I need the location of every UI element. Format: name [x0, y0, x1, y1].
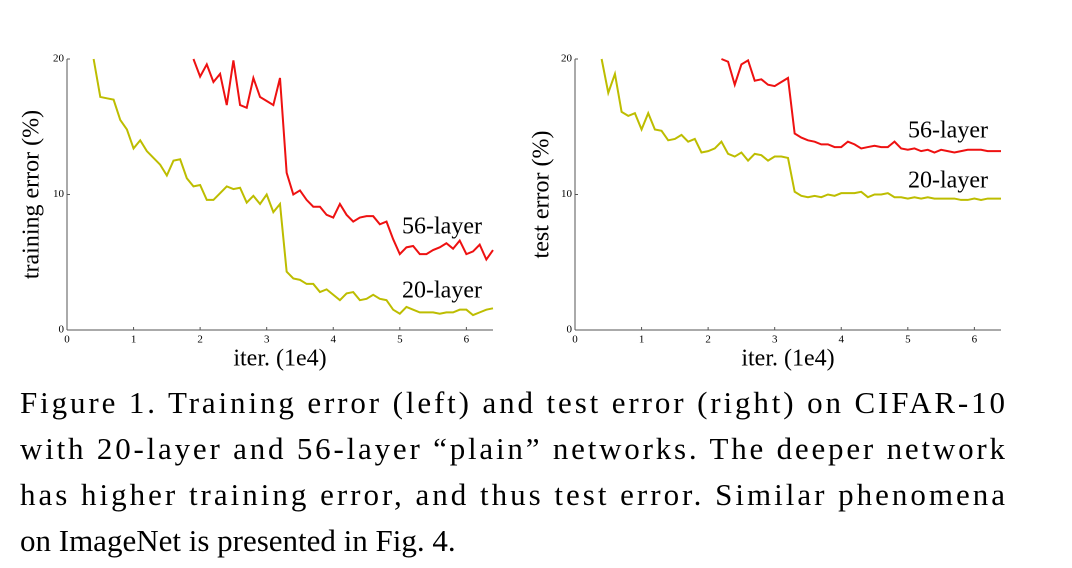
- x-tick-label: 5: [905, 334, 911, 346]
- x-tick-label: 6: [464, 334, 470, 346]
- series-label: 20-layer: [402, 278, 482, 304]
- x-tick-label: 4: [839, 334, 845, 346]
- x-tick-label: 5: [397, 334, 403, 346]
- x-tick-label: 1: [639, 334, 645, 346]
- x-tick-label: 2: [197, 334, 203, 346]
- x-tick-label: 1: [131, 334, 137, 346]
- x-tick-label: 4: [331, 334, 337, 346]
- x-tick-label: 0: [572, 334, 578, 346]
- x-axis-label: iter. (1e4): [233, 346, 326, 372]
- series-line: [192, 58, 494, 262]
- x-tick-label: 0: [64, 334, 70, 346]
- y-tick-label: 0: [59, 324, 65, 336]
- y-axis-label: test error (%): [529, 131, 555, 259]
- series-label: 20-layer: [908, 168, 988, 194]
- caption-line: on ImageNet is presented in Fig. 4.: [20, 523, 456, 558]
- series-line: [721, 58, 1001, 154]
- series-label: 56-layer: [402, 214, 482, 240]
- y-axis-label: training error (%): [19, 110, 45, 279]
- series-label: 56-layer: [908, 118, 988, 144]
- x-tick-label: 6: [972, 334, 978, 346]
- caption-line: Figure 1. Training error (left) and test…: [20, 385, 1005, 420]
- y-tick-label: 0: [567, 324, 573, 336]
- caption-line: has higher training error, and thus test…: [20, 477, 1005, 512]
- y-tick-label: 10: [53, 188, 65, 200]
- y-tick-label: 10: [561, 188, 573, 200]
- series-line: [600, 58, 1001, 201]
- series-line: [92, 58, 494, 317]
- y-tick-label: 20: [53, 53, 65, 65]
- x-tick-label: 2: [705, 334, 711, 346]
- caption-line: with 20-layer and 56-layer “plain” netwo…: [20, 431, 1005, 466]
- x-tick-label: 3: [264, 334, 270, 346]
- y-tick-label: 20: [561, 53, 573, 65]
- x-axis-label: iter. (1e4): [741, 346, 834, 372]
- x-tick-label: 3: [772, 334, 778, 346]
